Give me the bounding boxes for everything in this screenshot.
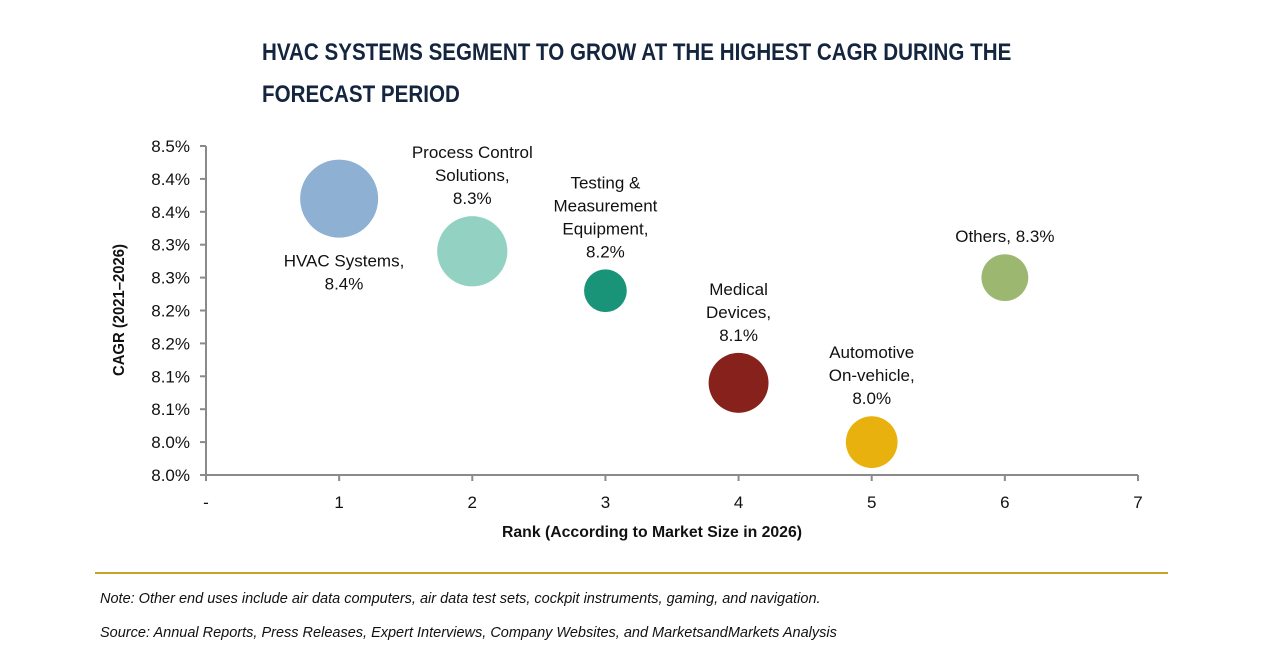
bubble-label-line: On-vehicle,	[829, 366, 915, 385]
x-tick-label: -	[203, 493, 209, 512]
x-tick-label: 6	[1000, 493, 1009, 512]
chart-title-line-2: FORECAST PERIOD	[262, 81, 460, 108]
y-tick-label: 8.0%	[151, 433, 190, 452]
bubble-label-line: Medical	[709, 280, 768, 299]
bubble-label-hvac-systems: HVAC Systems, 8.4%	[284, 252, 405, 294]
axes: 8.0% 8.0% 8.1% 8.1% 8.2% 8.2% 8.3% 8.3% 8.4% 8.4%…	[151, 137, 1142, 512]
chart-title: HVAC SYSTEMS SEGMENT TO GROW AT THE HIGH…	[262, 32, 1018, 116]
footer-note: Note: Other end uses include air data co…	[100, 591, 821, 607]
x-tick-label: 1	[334, 493, 343, 512]
bubble-label-line: 8.3%	[453, 189, 492, 208]
x-tick-label: 7	[1133, 493, 1142, 512]
y-tick-label: 8.1%	[151, 400, 190, 419]
x-tick-label: 2	[468, 493, 477, 512]
y-tick-label: 8.2%	[151, 334, 190, 353]
x-axis-title: Rank (According to Market Size in 2026)	[502, 524, 802, 541]
bubble-label-line: Process Control	[412, 143, 533, 162]
y-tick-label: 8.3%	[151, 236, 190, 255]
chart-title-line-1: HVAC SYSTEMS SEGMENT TO GROW AT THE HIGH…	[262, 39, 1012, 66]
bubble-label-line: Others, 8.3%	[955, 227, 1054, 246]
y-tick-label: 8.1%	[151, 367, 190, 386]
bubble-label-line: Devices,	[706, 303, 771, 322]
y-tick-label: 8.3%	[151, 269, 190, 288]
bubble-medical-devices	[708, 352, 769, 413]
bubble-label-others: Others, 8.3%	[955, 227, 1054, 246]
bubble-label-line: 8.2%	[586, 242, 625, 261]
bubble-label-automotive-on-vehicle: Automotive On-vehicle, 8.0%	[829, 343, 915, 408]
x-tick-label: 3	[601, 493, 610, 512]
bubbles	[300, 159, 1029, 468]
bubble-labels: HVAC Systems, 8.4% Process Control Solution…	[284, 143, 1055, 408]
bubble-label-line: Equipment,	[562, 219, 648, 238]
bubble-process-control-solutions	[437, 216, 508, 287]
bubble-label-medical-devices: Medical Devices, 8.1%	[706, 280, 771, 345]
bubble-label-line: Solutions,	[435, 166, 510, 185]
bubble-label-line: 8.4%	[325, 275, 364, 294]
bubble-label-testing-measurement-equipment: Testing & Measurement Equipment, 8.2%	[553, 173, 657, 261]
bubble-label-line: Testing &	[570, 173, 641, 192]
bubble-label-line: Measurement	[553, 196, 657, 215]
bubble-label-line: 8.1%	[719, 326, 758, 345]
bubble-others	[981, 254, 1029, 301]
bubble-label-line: HVAC Systems,	[284, 252, 405, 271]
bubble-label-line: Automotive	[829, 343, 914, 362]
footer-divider	[95, 572, 1168, 574]
bubble-automotive-on-vehicle	[845, 416, 898, 468]
y-tick-label: 8.4%	[151, 170, 190, 189]
y-tick-label: 8.0%	[151, 466, 190, 485]
bubble-testing-measurement-equipment	[584, 269, 627, 313]
y-tick-label: 8.2%	[151, 302, 190, 321]
x-tick-label: 4	[734, 493, 743, 512]
bubble-chart: 8.0% 8.0% 8.1% 8.1% 8.2% 8.2% 8.3% 8.3% 8.4% 8.4%…	[111, 137, 1143, 541]
y-tick-label: 8.5%	[151, 137, 190, 156]
bubble-hvac-systems	[300, 159, 379, 238]
y-tick-label: 8.4%	[151, 203, 190, 222]
y-axis-title: CAGR (2021–2026)	[111, 244, 128, 376]
footer-source: Source: Annual Reports, Press Releases, …	[100, 625, 837, 641]
x-tick-label: 5	[867, 493, 876, 512]
bubble-label-line: 8.0%	[852, 389, 891, 408]
bubble-label-process-control-solutions: Process Control Solutions, 8.3%	[412, 143, 533, 208]
